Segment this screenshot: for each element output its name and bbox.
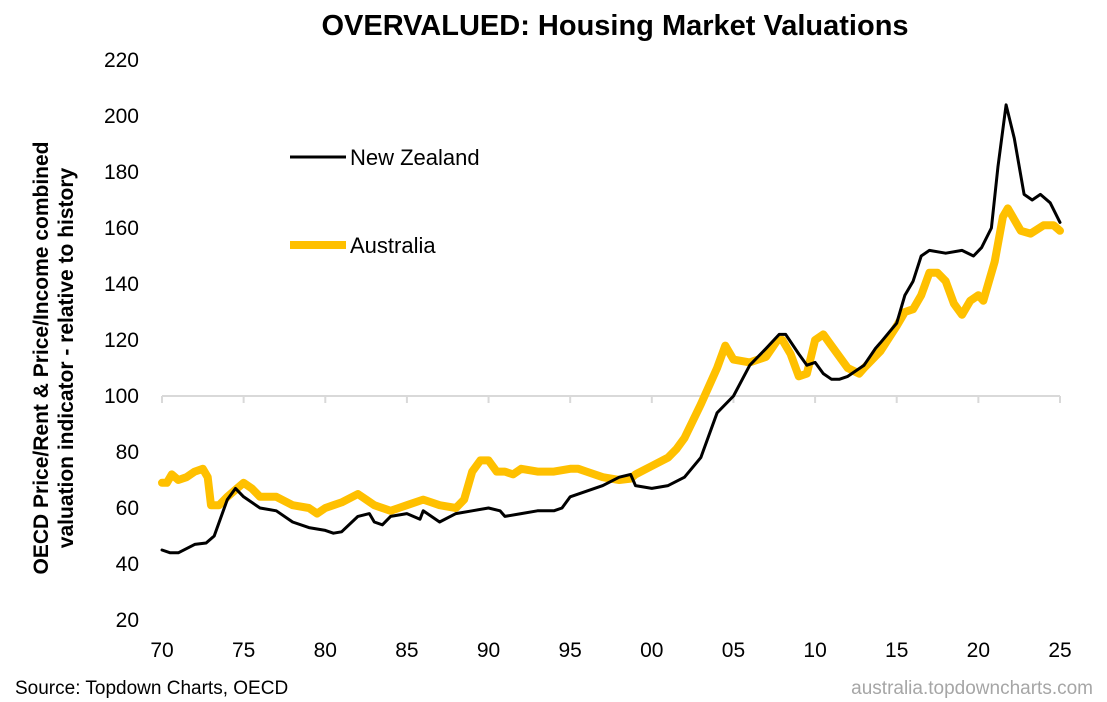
series-lines [158, 103, 1064, 555]
series-line-australia [158, 204, 1064, 518]
x-tick-label: 75 [232, 639, 255, 662]
x-tick-label: 10 [803, 639, 826, 662]
x-tick-label: 05 [722, 639, 745, 662]
chart-title: OVERVALUED: Housing Market Valuations [321, 10, 908, 42]
y-tick-label: 40 [116, 553, 139, 576]
y-tick-label: 80 [116, 441, 139, 464]
y-tick-label: 120 [104, 329, 139, 352]
y-tick-label: 100 [104, 385, 139, 408]
x-tick-label: 85 [395, 639, 418, 662]
legend: New Zealand Australia [290, 145, 480, 258]
watermark: australia.topdowncharts.com [851, 678, 1093, 699]
y-axis-title: OECD Price/Rent & Price/Income combined … [30, 142, 78, 575]
y-tick-label: 60 [116, 497, 139, 520]
y-tick-label: 160 [104, 217, 139, 240]
y-tick-label: 200 [104, 105, 139, 128]
source-note: Source: Topdown Charts, OECD [15, 678, 288, 699]
legend-label-australia: Australia [350, 233, 436, 258]
y-tick-label: 220 [104, 49, 139, 72]
x-tick-label: 95 [559, 639, 582, 662]
y-tick-label: 180 [104, 161, 139, 184]
y-axis: 20 40 60 80 100 120 140 160 180 200 220 [104, 49, 139, 632]
x-tick-label: 00 [640, 639, 663, 662]
x-tick-label: 90 [477, 639, 500, 662]
series-line-new-zealand [160, 103, 1062, 555]
y-tick-label: 140 [104, 273, 139, 296]
y-tick-label: 20 [116, 609, 139, 632]
x-tick-label: 15 [885, 639, 908, 662]
x-tick-label: 80 [314, 639, 337, 662]
x-tick-label: 70 [150, 639, 173, 662]
x-tick-label: 20 [967, 639, 990, 662]
x-tick-label: 25 [1048, 639, 1071, 662]
legend-label-new-zealand: New Zealand [350, 145, 480, 170]
y-axis-title-line-2: valuation indicator - relative to histor… [55, 167, 78, 548]
x-axis: 70 75 80 85 90 95 00 05 10 15 20 25 [150, 395, 1072, 662]
y-axis-title-line-1: OECD Price/Rent & Price/Income combined [30, 142, 53, 575]
